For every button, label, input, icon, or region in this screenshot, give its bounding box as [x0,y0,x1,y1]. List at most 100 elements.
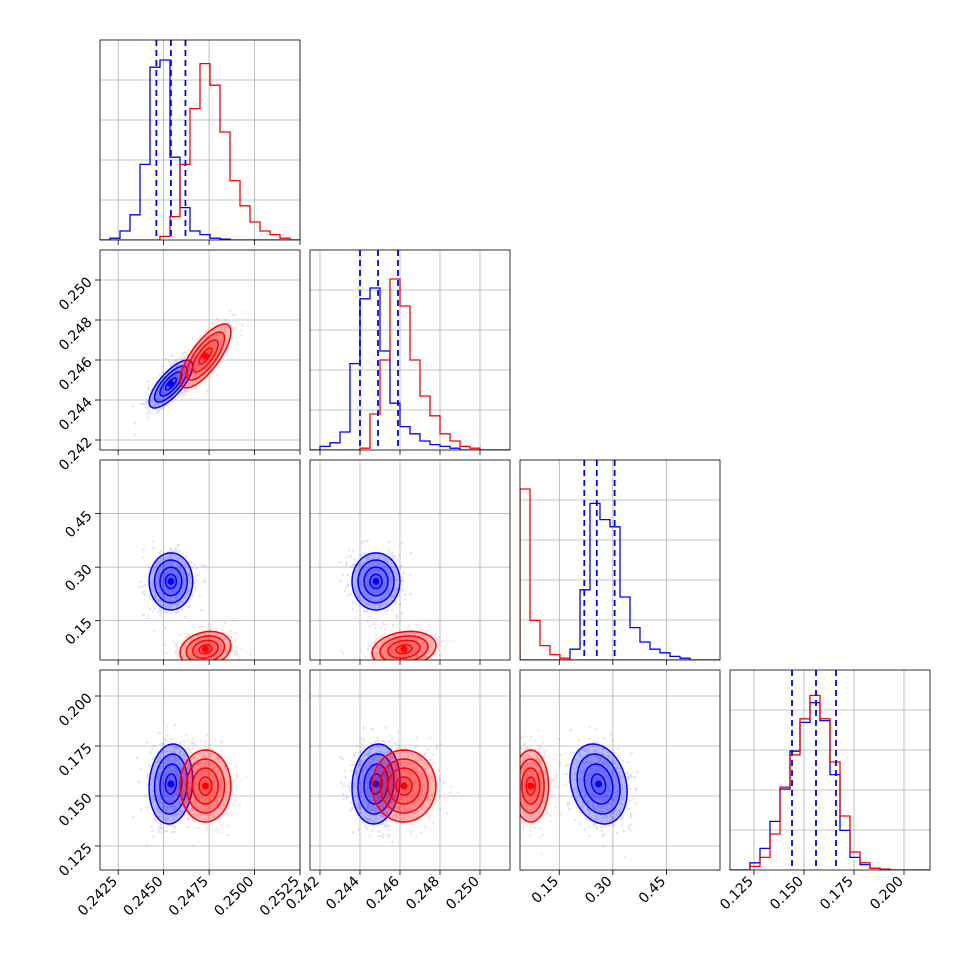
scatter-point [209,627,212,630]
scatter-point [167,390,171,393]
scatter-point [212,346,215,349]
scatter-point [187,369,191,372]
scatter-point [402,640,406,644]
scatter-point [370,580,373,583]
scatter-point [176,652,179,655]
scatter-point [155,583,158,586]
scatter-point [167,800,170,804]
scatter-point [180,391,183,394]
scatter-point [201,666,203,668]
scatter-point [185,363,188,366]
scatter-point [143,593,147,596]
scatter-point [385,591,388,594]
scatter-point [195,587,198,590]
scatter-point [402,661,404,663]
scatter-point [403,640,406,644]
scatter-point [203,662,205,664]
scatter-point [212,351,215,354]
scatter-point [435,638,439,641]
scatter-point [159,407,163,410]
scatter-point [209,662,211,664]
scatter-point [186,572,190,575]
scatter-point [390,648,394,651]
scatter-point [367,565,370,568]
scatter-point [393,639,396,642]
scatter-point [367,595,370,599]
scatter-point [151,610,154,613]
scatter-point [384,628,387,631]
scatter-point [200,633,203,636]
scatter-point [349,592,352,596]
scatter-point [171,557,174,560]
scatter-point [379,597,382,601]
scatter-point [202,673,204,675]
scatter-point [183,370,186,373]
scatter-point [150,572,153,575]
scatter-point [153,630,156,633]
scatter-point [219,337,222,340]
scatter-point [372,571,375,574]
scatter-point [176,374,179,377]
scatter-point [181,601,184,604]
scatter-point [382,587,386,590]
scatter-point [218,641,221,645]
scatter-point [211,650,214,654]
scatter-point [165,605,168,608]
scatter-point [176,649,179,653]
scatter-point [382,622,385,625]
scatter-point [420,641,423,644]
scatter-point [216,335,219,338]
scatter-point [227,346,231,349]
scatter-point [392,635,395,639]
scatter-point [373,560,376,563]
scatter-point [407,642,411,645]
scatter-point [183,665,185,667]
scatter-point [158,815,161,818]
scatter-point [407,636,411,639]
scatter-point [188,652,191,655]
scatter-point [373,554,376,558]
scatter-point [212,643,216,646]
scatter-point [346,594,349,597]
scatter-point [355,589,359,593]
scatter-point [158,395,161,398]
scatter-point [438,636,441,639]
scatter-point [162,574,166,578]
scatter-point [359,553,362,556]
scatter-point [235,631,238,635]
scatter-point [186,390,190,393]
scatter-point [158,572,162,575]
scatter-point [412,642,416,645]
scatter-point [356,595,359,598]
contour-line-series_a [164,377,178,391]
scatter-point [164,790,167,794]
scatter-point [194,361,198,364]
scatter-point [212,648,216,651]
scatter-point [375,638,378,642]
scatter-point [361,572,365,575]
scatter-point [196,663,198,665]
scatter-point [356,593,359,596]
scatter-point [183,373,186,376]
scatter-point [152,540,155,543]
scatter-point [223,621,226,625]
contour-line-series_b [185,635,226,660]
scatter-point [193,648,197,651]
scatter-point [165,390,169,393]
scatter-point [172,813,175,817]
scatter-point [183,578,187,581]
scatter-point [386,663,388,665]
scatter-point [183,562,187,565]
scatter-point [380,626,383,630]
scatter-point [189,651,193,655]
scatter-point [390,579,394,582]
scatter-point [186,359,190,363]
scatter-point [169,758,172,762]
scatter-point [355,578,358,582]
scatter-point [164,573,167,577]
scatter-point [164,588,168,591]
scatter-point [370,578,374,581]
scatter-point [176,563,179,566]
scatter-point [206,345,209,349]
scatter-point [185,362,188,365]
